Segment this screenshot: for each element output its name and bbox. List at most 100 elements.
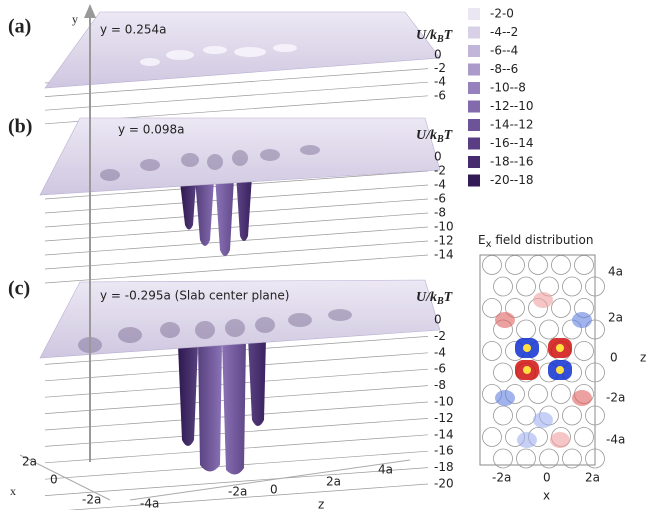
x-tick-label: 0 [543, 471, 551, 485]
tick-label: -2 [434, 329, 446, 343]
hole [562, 276, 582, 297]
hole [574, 255, 594, 275]
unit-label: U/kBT [416, 128, 454, 145]
potential-well [180, 174, 252, 256]
hole [516, 448, 536, 469]
field-lobe [495, 390, 515, 406]
grid-line [44, 212, 429, 242]
field-core [556, 344, 564, 352]
tick-label: -12 [434, 411, 454, 425]
panel-label: (a) [8, 16, 31, 38]
grid-line [44, 226, 429, 256]
field-lobe [572, 312, 592, 328]
z-tick-label: 4a [378, 463, 393, 477]
hole [585, 448, 605, 469]
x-axis-label: x [543, 489, 550, 503]
tick-label: -10 [434, 220, 454, 234]
tick-label: -20 [434, 477, 454, 491]
legend-label: -12--10 [490, 99, 534, 113]
legend-swatch [468, 174, 480, 187]
legend-swatch [468, 82, 480, 94]
legend-label: -10--8 [490, 81, 526, 95]
field-lobe [517, 432, 537, 448]
bottom-axes: 2a 0 -2a x -4a -2a 0 2a 4a z [10, 455, 393, 510]
unit-tail: T [444, 28, 454, 43]
z-tick-label: 0 [610, 351, 618, 365]
legend-swatch [468, 63, 480, 76]
tick-label: -4 [434, 75, 446, 89]
legend-label: -18--16 [490, 155, 534, 169]
z-tick-label: -2a [228, 485, 247, 499]
potential-well [178, 338, 266, 475]
hole [585, 362, 605, 383]
hole [585, 405, 605, 426]
x-tick-label: -2a [492, 471, 511, 485]
tick-label: -4 [434, 178, 446, 192]
tick-label: 0 [434, 48, 442, 62]
tick-label: -6 [434, 192, 446, 206]
z-tick-label: -4a [606, 433, 625, 447]
legend-swatch [468, 45, 480, 57]
tick-label: -6 [434, 362, 446, 376]
grid-line [44, 68, 429, 97]
legend-swatch [468, 26, 480, 39]
z-tick-label: -2a [606, 391, 625, 405]
unit-tail: T [444, 290, 454, 305]
legend-label: -16--14 [490, 136, 534, 150]
grid-line [44, 240, 429, 270]
hole [539, 319, 559, 340]
field-lobe [533, 412, 553, 428]
z-tick-label: 2a [326, 475, 341, 489]
z-axis-label: z [640, 351, 646, 365]
surface-ripples [100, 145, 320, 181]
field-core [523, 344, 531, 352]
field-lobe [572, 390, 592, 406]
x-axis [19, 454, 111, 501]
x-tick-label: 2a [585, 471, 600, 485]
unit-label: U/kBT [416, 28, 454, 45]
hole [528, 384, 548, 404]
title-tail: field distribution [492, 233, 594, 247]
hole [516, 276, 536, 297]
plane-label: y = 0.098a [118, 123, 185, 137]
legend-label: -2-0 [490, 7, 514, 21]
grid-line [44, 254, 429, 284]
grid-line [44, 467, 429, 496]
x-tick-label: 0 [50, 473, 58, 487]
tick-label: -8 [434, 206, 446, 220]
legend-label: -20--18 [490, 173, 534, 187]
unit-main: U/k [416, 28, 437, 43]
title-main: E [478, 233, 486, 247]
z-tick-label: 0 [270, 483, 278, 497]
grid-line [44, 184, 429, 214]
tick-label: -2 [434, 61, 446, 75]
legend-swatch [468, 137, 480, 150]
tick-label: -14 [434, 427, 454, 441]
legend-swatch [468, 100, 480, 113]
tick-label: -4 [434, 345, 446, 359]
z-tick-label: -4a [140, 497, 159, 510]
hole [493, 276, 513, 297]
x-tick-label: 2a [22, 455, 37, 469]
field-lobe [495, 312, 515, 328]
tick-label: -6 [434, 88, 446, 102]
x-tick-label: -2a [82, 493, 101, 507]
hole [493, 362, 513, 383]
hole [585, 319, 605, 340]
hole [482, 427, 502, 447]
tick-label: -12 [434, 234, 454, 248]
hole [505, 255, 525, 275]
field-core [556, 366, 564, 374]
z-axis-label: z [318, 498, 324, 510]
grid-line [44, 170, 429, 200]
legend-swatch [468, 119, 480, 131]
hole [493, 448, 513, 469]
hole [551, 298, 571, 318]
y-axis-label: y [72, 12, 78, 26]
legend-label: -8--6 [490, 62, 518, 76]
field-lobe [550, 432, 570, 448]
surface-bumps [140, 44, 297, 66]
surface [39, 117, 441, 196]
field-map: 4a 2a 0 -2a -4a z -2a 0 2a x [482, 255, 646, 503]
hole [482, 341, 502, 361]
